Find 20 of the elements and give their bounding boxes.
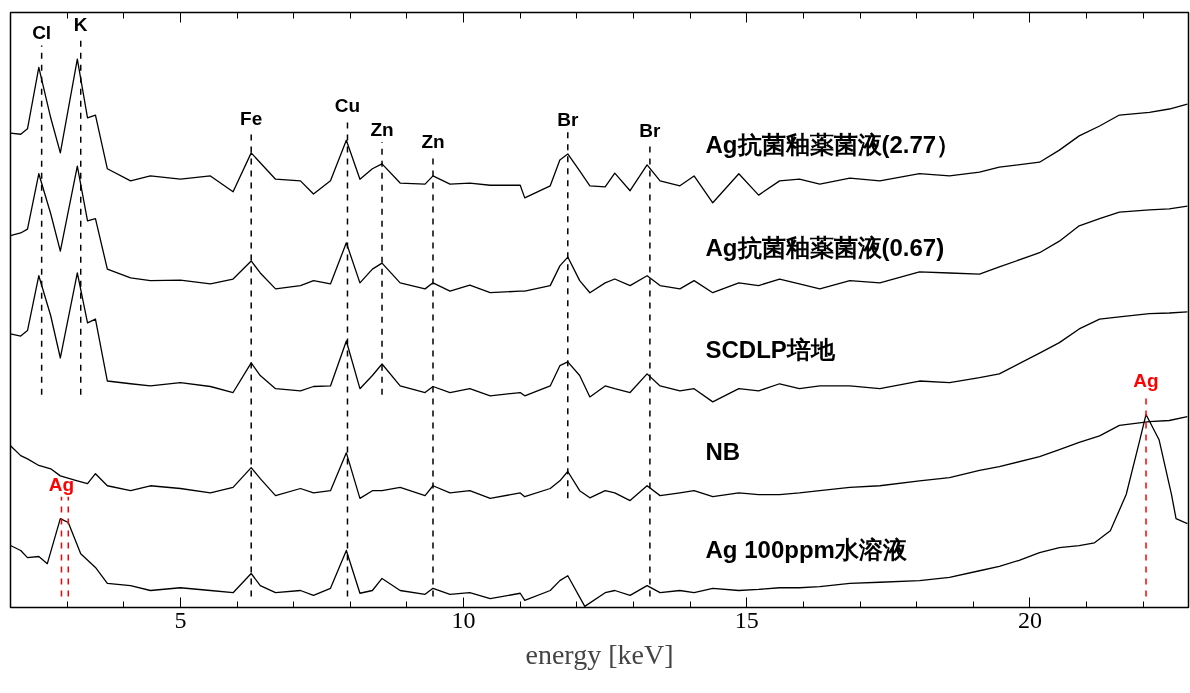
x-axis-title: energy [keV] — [525, 638, 674, 670]
series-label: Ag 100ppm水溶液 — [705, 535, 908, 563]
ref-line-label: K — [73, 14, 88, 36]
ref-line-label: Cl — [32, 22, 52, 44]
ref-line-label: Zn — [370, 118, 394, 140]
x-tick-label: 20 — [1017, 606, 1042, 633]
ref-line-label: Br — [639, 120, 662, 142]
ref-line-label: Zn — [421, 130, 445, 152]
series-label: SCDLP培地 — [705, 336, 836, 364]
x-tick-label: 10 — [451, 606, 476, 633]
ref-line-label: Br — [557, 109, 579, 131]
series-label: NB — [705, 438, 741, 466]
ref-line-label: Ag — [1133, 369, 1159, 391]
ref-line-label: Fe — [240, 107, 263, 129]
series-label: Ag抗菌釉薬菌液(0.67) — [705, 234, 945, 262]
ref-line-label: Ag — [48, 473, 75, 495]
x-tick-label: 5 — [174, 606, 187, 633]
x-tick-label: 15 — [734, 606, 759, 633]
ref-line-label: Cu — [334, 95, 361, 117]
series-label: Ag抗菌釉薬菌液(2.77） — [705, 131, 961, 159]
